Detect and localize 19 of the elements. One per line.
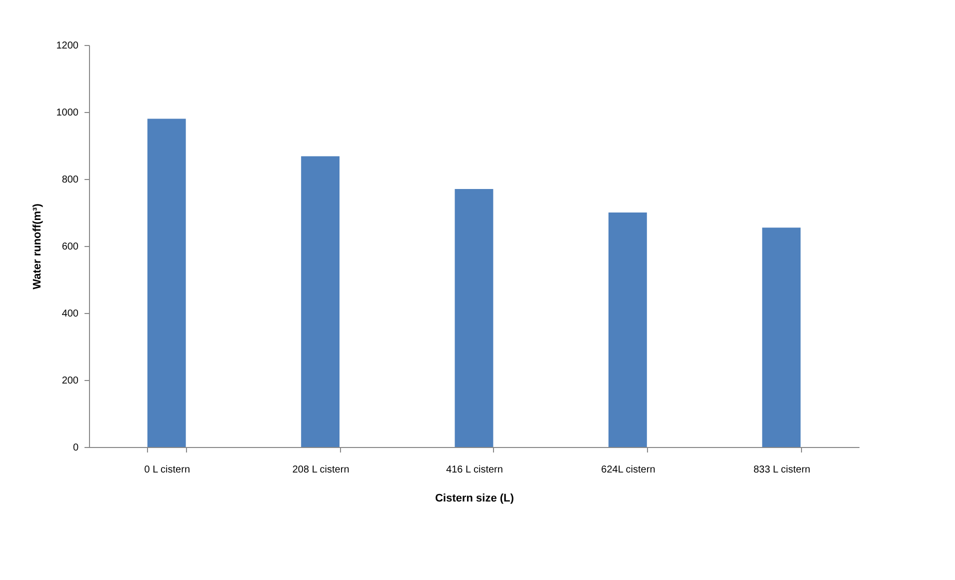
x-tick-label: 416 L cistern (446, 464, 503, 476)
bar (608, 212, 647, 447)
x-tick-label: 208 L cistern (292, 464, 350, 476)
x-axis-title: Cistern size (L) (435, 492, 514, 504)
y-tick-label: 800 (62, 174, 79, 186)
y-tick-label: 1000 (56, 108, 79, 118)
x-tick-label: 833 L cistern (753, 464, 810, 476)
x-tick-label: 0 L cistern (144, 464, 190, 476)
y-tick-label: 1200 (56, 40, 79, 52)
bar (147, 118, 186, 447)
y-tick-label: 200 (62, 376, 79, 386)
y-axis-title: Water runoff(m³) (31, 203, 44, 290)
y-tick-label: 600 (62, 242, 79, 252)
y-tick-label: 0 (72, 442, 79, 454)
bar (454, 189, 494, 447)
y-tick-label: 400 (62, 308, 79, 320)
bar (762, 228, 801, 447)
x-tick-label: 624L cistern (601, 464, 656, 476)
bar (301, 156, 340, 447)
